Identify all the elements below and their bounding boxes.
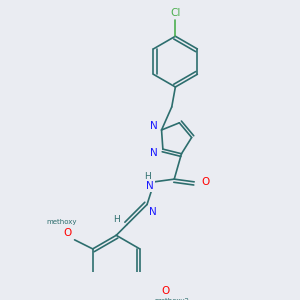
- Text: H: H: [144, 172, 150, 181]
- Text: O: O: [161, 286, 169, 296]
- Text: methoxy: methoxy: [46, 219, 77, 225]
- Text: N: N: [150, 148, 158, 158]
- Text: N: N: [146, 182, 154, 191]
- Text: Cl: Cl: [170, 8, 181, 18]
- Text: N: N: [149, 122, 157, 131]
- Text: H: H: [113, 215, 120, 224]
- Text: O: O: [201, 177, 209, 187]
- Text: methoxy2: methoxy2: [154, 298, 189, 300]
- Text: N: N: [148, 207, 156, 217]
- Text: O: O: [63, 228, 71, 238]
